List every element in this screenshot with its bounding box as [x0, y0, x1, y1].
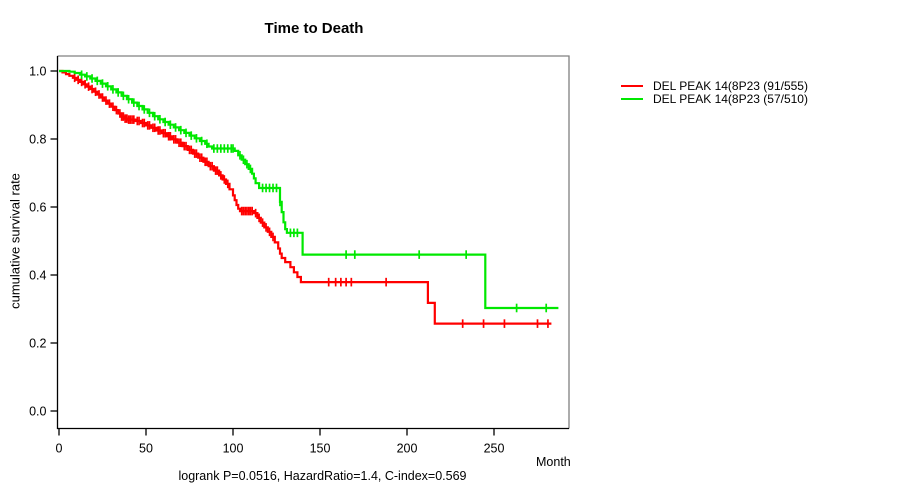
y-tick-label: 0.0 [29, 405, 46, 419]
legend-label-red: DEL PEAK 14(8P23 (91/555) [653, 78, 808, 93]
axis-lines [56, 56, 569, 430]
green-line-swatch [621, 97, 643, 100]
y-tick-label: 0.6 [29, 201, 46, 215]
x-axis-label: Month [536, 455, 571, 469]
x-tick-label: 200 [397, 442, 418, 456]
x-tick-label: 50 [139, 442, 153, 456]
red-line-swatch [621, 84, 643, 87]
legend-item-red: DEL PEAK 14(8P23 (91/555) [621, 78, 808, 93]
y-axis-label: cumulative survival rate [7, 173, 23, 309]
legend-item-green: DEL PEAK 14(8P23 (57/510) [621, 91, 808, 106]
stats-annotation: logrank P=0.0516, HazardRatio=1.4, C-ind… [178, 469, 467, 483]
km-curve-green [59, 69, 559, 310]
x-tick-label: 250 [484, 442, 505, 456]
y-tick-label: 0.8 [29, 133, 46, 147]
legend-label-green: DEL PEAK 14(8P23 (57/510) [653, 91, 808, 106]
x-tick-label: 100 [223, 442, 244, 456]
y-tick-label: 0.2 [29, 337, 46, 351]
plot-box [57, 55, 570, 429]
y-tick-label: 1.0 [29, 65, 46, 79]
legend: DEL PEAK 14(8P23 (91/555) DEL PEAK 14(8P… [621, 78, 808, 106]
x-tick-label: 150 [310, 442, 331, 456]
km-curve-red [59, 69, 552, 325]
y-tick-label: 0.4 [29, 269, 46, 283]
chart-title: Time to Death [264, 20, 364, 37]
x-tick-label: 0 [56, 442, 63, 456]
